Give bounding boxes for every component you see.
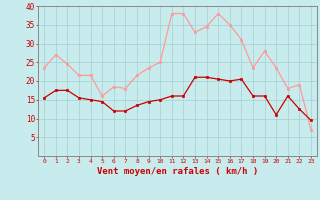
X-axis label: Vent moyen/en rafales ( km/h ): Vent moyen/en rafales ( km/h ) [97, 167, 258, 176]
